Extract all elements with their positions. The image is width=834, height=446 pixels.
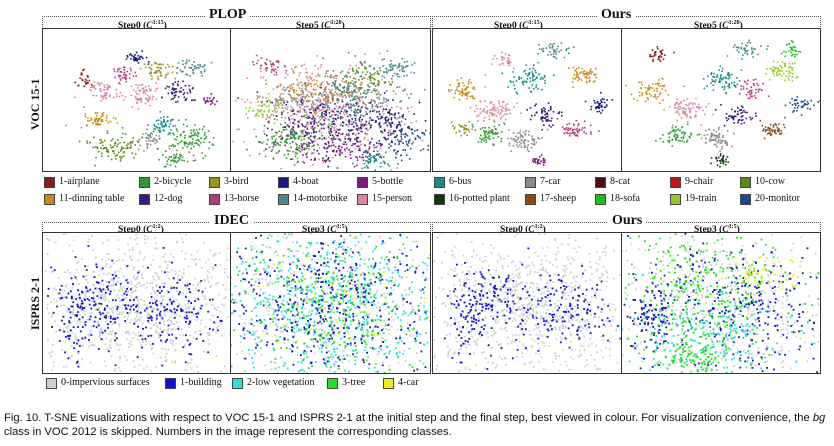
legend-swatch: [595, 193, 606, 205]
legend-label: 0-impervious surfaces: [61, 377, 150, 388]
legend-swatch: [670, 193, 681, 205]
legend-swatch: [670, 176, 681, 188]
legend-item: 9-chair: [670, 176, 713, 188]
legend-swatch: [139, 176, 150, 188]
legend-swatch: [525, 176, 536, 188]
legend-label: 8-cat: [610, 176, 630, 187]
legend-item: 12-dog: [139, 193, 182, 205]
legend-label: 10-cow: [755, 176, 785, 187]
legend-label: 13-horse: [224, 193, 259, 204]
caption-italic-bg: bg: [812, 412, 826, 424]
legend-item: 4-car: [383, 377, 419, 389]
legend-item: 4-boat: [278, 176, 319, 188]
legend-label: 9-chair: [685, 176, 714, 187]
legend-swatch: [139, 193, 150, 205]
legend-swatch: [525, 193, 536, 205]
figure-caption: Fig. 10. T-SNE visualizations with respe…: [4, 412, 826, 438]
step-label-plop-5: Step5 (C1:20): [296, 20, 345, 32]
legend-item: 8-cat: [595, 176, 630, 188]
legend-swatch: [278, 193, 289, 205]
legend-swatch: [740, 176, 751, 188]
group-title-idec: IDEC: [210, 214, 254, 228]
legend-label: 15-person: [372, 193, 412, 204]
legend-item: 2-low vegetation: [232, 377, 314, 389]
legend-swatch: [44, 176, 55, 188]
legend-item: 19-train: [670, 193, 717, 205]
step-label-ours-0-top: Step0 (C1:15): [494, 20, 543, 32]
legend-item: 13-horse: [209, 193, 259, 205]
tsne-panel-idec-step0: [42, 232, 231, 374]
legend-item: 0-impervious surfaces: [46, 377, 150, 389]
legend-swatch: [357, 176, 368, 188]
legend-swatch: [595, 176, 606, 188]
tsne-panel-ours-step3-bottom: [621, 232, 821, 374]
legend-item: 3-bird: [209, 176, 248, 188]
row-label-voc: VOC 15-1: [28, 78, 42, 130]
legend-swatch: [209, 193, 220, 205]
legend-label: 7-car: [540, 176, 561, 187]
legend-swatch: [232, 377, 243, 389]
tsne-panel-ours-step0-top: [432, 28, 622, 172]
legend-label: 11-dinning table: [59, 193, 125, 204]
legend-item: 20-monitor: [740, 193, 800, 205]
legend-swatch: [434, 176, 445, 188]
group-title-ours-top: Ours: [597, 8, 636, 22]
legend-item: 11-dinning table: [44, 193, 124, 205]
legend-label: 1-airplane: [59, 176, 100, 187]
legend-swatch: [740, 193, 751, 205]
legend-label: 1-building: [180, 377, 222, 388]
legend-label: 4-car: [398, 377, 419, 388]
legend-swatch: [278, 176, 289, 188]
legend-label: 12-dog: [154, 193, 183, 204]
legend-label: 3-bird: [224, 176, 249, 187]
legend-label: 5-bottle: [372, 176, 404, 187]
legend-label: 2-bicycle: [154, 176, 192, 187]
legend-item: 15-person: [357, 193, 412, 205]
legend-item: 2-bicycle: [139, 176, 191, 188]
step-label-idec-0: Step0 (C1:2): [118, 224, 164, 236]
legend-item: 17-sheep: [525, 193, 576, 205]
step-label-idec-3: Step3 (C1:5): [302, 224, 348, 236]
legend-swatch: [46, 377, 57, 389]
legend-label: 14-motorbike: [293, 193, 348, 204]
legend-label: 16-potted plant: [449, 193, 510, 204]
legend-label: 2-low vegetation: [247, 377, 315, 388]
legend-label: 17-sheep: [540, 193, 577, 204]
legend-item: 1-building: [165, 377, 222, 389]
legend-swatch: [327, 377, 338, 389]
step-label-plop-0: Step0 (C1:15): [118, 20, 167, 32]
legend-item: 3-tree: [327, 377, 365, 389]
tsne-panel-plop-step0: [42, 28, 231, 172]
legend-label: 4-boat: [293, 176, 319, 187]
group-title-plop: PLOP: [205, 8, 251, 22]
legend-label: 3-tree: [342, 377, 366, 388]
legend-item: 6-bus: [434, 176, 471, 188]
legend-swatch: [434, 193, 445, 205]
legend-label: 20-monitor: [755, 193, 800, 204]
legend-swatch: [357, 193, 368, 205]
legend-label: 19-train: [685, 193, 717, 204]
legend-swatch: [209, 176, 220, 188]
tsne-panel-ours-step0-bottom: [432, 232, 622, 374]
step-label-ours-0-bottom: Step0 (C1:2): [500, 224, 546, 236]
tsne-panel-plop-step5: [230, 28, 431, 172]
legend-item: 14-motorbike: [278, 193, 347, 205]
legend-swatch: [383, 377, 394, 389]
legend-item: 1-airplane: [44, 176, 100, 188]
legend-item: 7-car: [525, 176, 561, 188]
legend-item: 16-potted plant: [434, 193, 510, 205]
legend-swatch: [44, 193, 55, 205]
group-title-ours-bottom: Ours: [608, 214, 647, 228]
step-label-ours-3-bottom: Step3 (C1:5): [694, 224, 740, 236]
legend-item: 18-sofa: [595, 193, 640, 205]
tsne-panel-idec-step3: [230, 232, 431, 374]
step-label-ours-5-top: Step5 (C1:20): [694, 20, 743, 32]
legend-label: 18-sofa: [610, 193, 640, 204]
tsne-panel-ours-step5-top: [621, 28, 821, 172]
legend-item: 5-bottle: [357, 176, 403, 188]
row-label-isprs: ISPRS 2-1: [28, 276, 42, 330]
legend-label: 6-bus: [449, 176, 472, 187]
legend-item: 10-cow: [740, 176, 785, 188]
legend-swatch: [165, 377, 176, 389]
